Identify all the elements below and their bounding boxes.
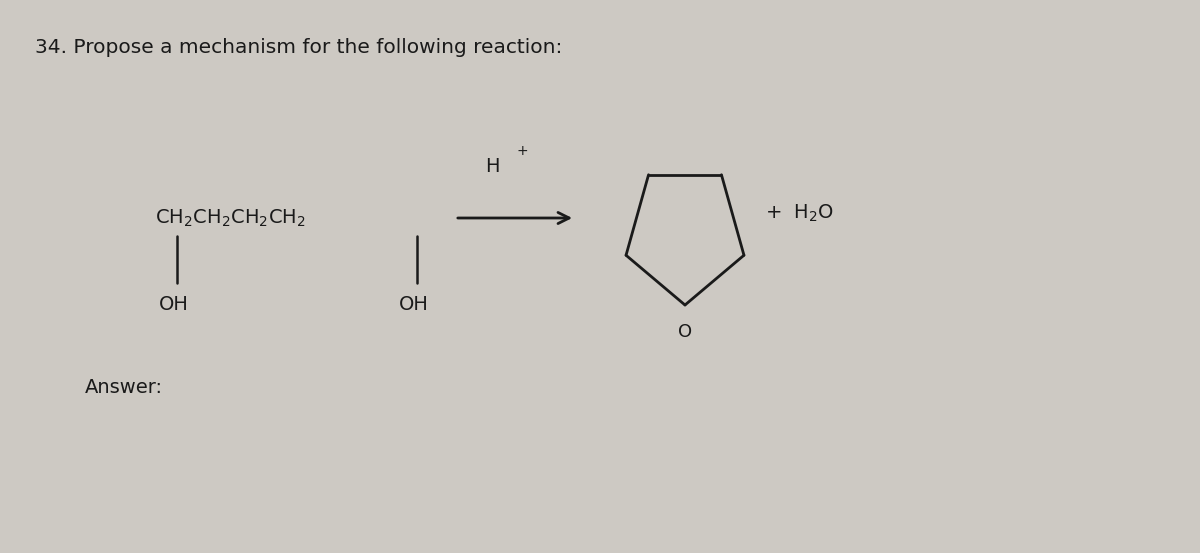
Text: Answer:: Answer: [85,378,163,397]
Text: +: + [517,144,529,158]
Text: OH: OH [158,295,188,314]
Text: O: O [678,323,692,341]
Text: 34. Propose a mechanism for the following reaction:: 34. Propose a mechanism for the followin… [35,38,563,57]
Text: CH$_2$CH$_2$CH$_2$CH$_2$: CH$_2$CH$_2$CH$_2$CH$_2$ [155,207,306,228]
Text: $+$  H$_2$O: $+$ H$_2$O [766,202,834,223]
Text: OH: OH [398,295,428,314]
Text: H: H [485,157,499,176]
